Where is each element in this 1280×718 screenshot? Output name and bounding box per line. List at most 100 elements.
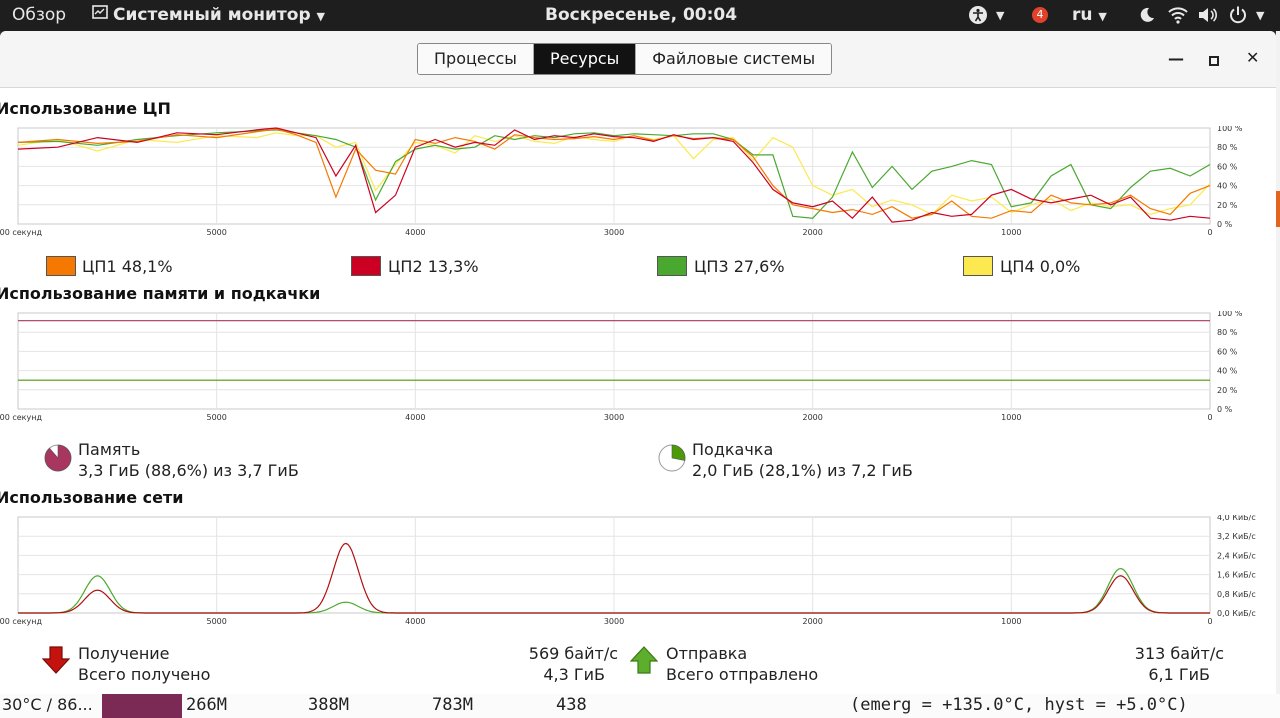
memory-y-tick: 100 % xyxy=(1217,311,1243,318)
memory-y-tick: 40 % xyxy=(1217,367,1238,376)
bg-col4: 438 xyxy=(556,695,587,715)
cpu-x-tick: 1000 xyxy=(1001,228,1021,237)
receive-label: Получение xyxy=(78,644,170,663)
tab-resources[interactable]: Ресурсы xyxy=(533,44,637,74)
cpu3-legend: ЦП3 27,6% xyxy=(694,257,785,276)
network-x-tick: 2000 xyxy=(802,617,822,626)
network-y-tick: 0,0 КиБ/с xyxy=(1217,609,1256,618)
background-accent xyxy=(1276,191,1280,227)
network-x-tick: 0 xyxy=(1207,617,1212,626)
network-x-tick: 1000 xyxy=(1001,617,1021,626)
cpu-y-tick: 80 % xyxy=(1217,143,1238,152)
swap-value: 2,0 ГиБ (28,1%) из 7,2 ГиБ xyxy=(692,461,913,480)
network-x-tick: 3000 xyxy=(604,617,624,626)
chevron-down-icon: ▼ xyxy=(316,10,326,23)
swap-label: Подкачка xyxy=(692,440,774,459)
accessibility-icon[interactable] xyxy=(968,5,988,30)
cpu-x-tick: 0 xyxy=(1207,228,1212,237)
language-label: ru xyxy=(1072,5,1093,25)
cpu-graph: 100 % 80 % 60 % 40 % 20 % 0 % 000 секунд 5000 40… xyxy=(0,126,1243,237)
cpu3-color-swatch[interactable] xyxy=(657,256,687,276)
cpu-y-tick: 60 % xyxy=(1217,162,1238,171)
overview-button[interactable]: Обзор xyxy=(12,5,67,25)
memory-y-tick: 0 % xyxy=(1217,405,1233,414)
memory-value: 3,3 ГиБ (88,6%) из 3,7 ГиБ xyxy=(78,461,299,480)
memory-y-tick: 60 % xyxy=(1217,347,1238,356)
network-y-tick: 2,4 КиБ/с xyxy=(1217,551,1256,560)
app-name: Системный монитор xyxy=(113,5,311,25)
background-terminal: 30°C / 86... 266M 388M 783M 438 (emerg =… xyxy=(0,694,1280,718)
top-bar: Обзор Системный монитор ▼ Воскресенье, 0… xyxy=(0,0,1280,31)
language-indicator[interactable]: ru ▼ xyxy=(1072,5,1107,25)
network-section-title: Использование сети xyxy=(0,488,184,507)
receive-total: 4,3 ГиБ xyxy=(543,665,605,684)
power-icon[interactable] xyxy=(1228,5,1248,30)
send-rate: 313 байт/с xyxy=(1134,644,1224,663)
upload-arrow-icon[interactable] xyxy=(629,645,659,679)
memory-graph: 100 % 80 % 60 % 40 % 20 % 0 % 000 секунд 5000 40… xyxy=(0,311,1243,422)
network-y-tick: 0,8 КиБ/с xyxy=(1217,590,1256,599)
network-graph: 4,0 КиБ/с 3,2 КиБ/с 2,4 КиБ/с 1,6 КиБ/с 0,8 … xyxy=(0,515,1256,626)
header-bar: Процессы Ресурсы Файловые системы — ✕ xyxy=(0,31,1276,88)
notification-badge[interactable]: 4 xyxy=(1032,7,1048,23)
cpu-y-tick: 0 % xyxy=(1217,220,1233,229)
bg-sensor: (emerg = +135.0°C, hyst = +5.0°C) xyxy=(850,695,1188,715)
cpu-y-tick: 40 % xyxy=(1217,182,1238,191)
bg-col3: 783M xyxy=(432,695,473,715)
system-menu-chevron-icon: ▼ xyxy=(1256,9,1265,22)
cpu-x-tick: 3000 xyxy=(604,228,624,237)
network-x-tick: 5000 xyxy=(206,617,226,626)
cpu-y-tick: 100 % xyxy=(1217,126,1243,133)
maximize-icon[interactable] xyxy=(1209,51,1219,70)
cpu-series-line-1 xyxy=(17,128,1211,219)
accessibility-chevron-icon: ▼ xyxy=(996,9,1005,22)
network-y-tick: 3,2 КиБ/с xyxy=(1217,532,1256,541)
wifi-icon[interactable] xyxy=(1168,6,1188,29)
memory-y-tick: 20 % xyxy=(1217,386,1238,395)
memory-x-tick: 1000 xyxy=(1001,413,1021,422)
send-label: Отправка xyxy=(666,644,748,663)
receive-series-line xyxy=(18,542,1210,614)
tab-file-systems[interactable]: Файловые системы xyxy=(636,44,832,74)
network-y-tick: 4,0 КиБ/с xyxy=(1217,515,1256,522)
memory-label: Память xyxy=(78,440,141,459)
cpu1-color-swatch[interactable] xyxy=(46,256,76,276)
memory-pie-icon[interactable] xyxy=(43,443,73,473)
memory-y-tick: 80 % xyxy=(1217,328,1238,337)
bg-col1: 266M xyxy=(186,695,227,715)
night-light-icon[interactable] xyxy=(1138,6,1156,29)
memory-x-tick: 000 секунд xyxy=(0,413,42,422)
cpu4-color-swatch[interactable] xyxy=(963,256,993,276)
memory-x-tick: 2000 xyxy=(802,413,822,422)
cpu2-color-swatch[interactable] xyxy=(351,256,381,276)
cpu-series-line-2 xyxy=(17,127,1211,223)
cpu-x-tick: 4000 xyxy=(405,228,425,237)
close-icon[interactable]: ✕ xyxy=(1246,48,1260,67)
system-monitor-window: Процессы Ресурсы Файловые системы — ✕ Ис… xyxy=(0,31,1276,694)
network-x-tick: 000 секунд xyxy=(0,617,42,626)
cpu-section-title: Использование ЦП xyxy=(0,99,171,118)
memory-x-tick: 3000 xyxy=(604,413,624,422)
cpu1-legend: ЦП1 48,1% xyxy=(82,257,173,276)
cpu-x-tick: 000 секунд xyxy=(0,228,42,237)
bg-temp: 30°C / 86... xyxy=(2,695,93,714)
cpu-y-tick: 20 % xyxy=(1217,201,1238,210)
receive-total-label: Всего получено xyxy=(78,665,211,684)
clock[interactable]: Воскресенье, 00:04 xyxy=(545,5,738,25)
memory-x-tick: 0 xyxy=(1207,413,1212,422)
tab-processes[interactable]: Процессы xyxy=(418,44,534,74)
send-total-label: Всего отправлено xyxy=(666,665,819,684)
cpu-x-tick: 5000 xyxy=(206,228,226,237)
background-highlight xyxy=(102,694,182,718)
memory-x-tick: 4000 xyxy=(405,413,425,422)
app-menu-button[interactable]: Системный монитор ▼ xyxy=(113,5,325,25)
memory-section-title: Использование памяти и подкачки xyxy=(0,284,321,303)
download-arrow-icon[interactable] xyxy=(41,645,71,679)
send-total: 6,1 ГиБ xyxy=(1148,665,1210,684)
swap-pie-icon[interactable] xyxy=(657,443,687,473)
minimize-icon[interactable]: — xyxy=(1168,49,1184,68)
memory-pie-slice xyxy=(44,444,72,472)
receive-rate: 569 байт/с xyxy=(528,644,618,663)
view-switcher: Процессы Ресурсы Файловые системы xyxy=(417,43,833,75)
volume-icon[interactable] xyxy=(1198,6,1218,29)
